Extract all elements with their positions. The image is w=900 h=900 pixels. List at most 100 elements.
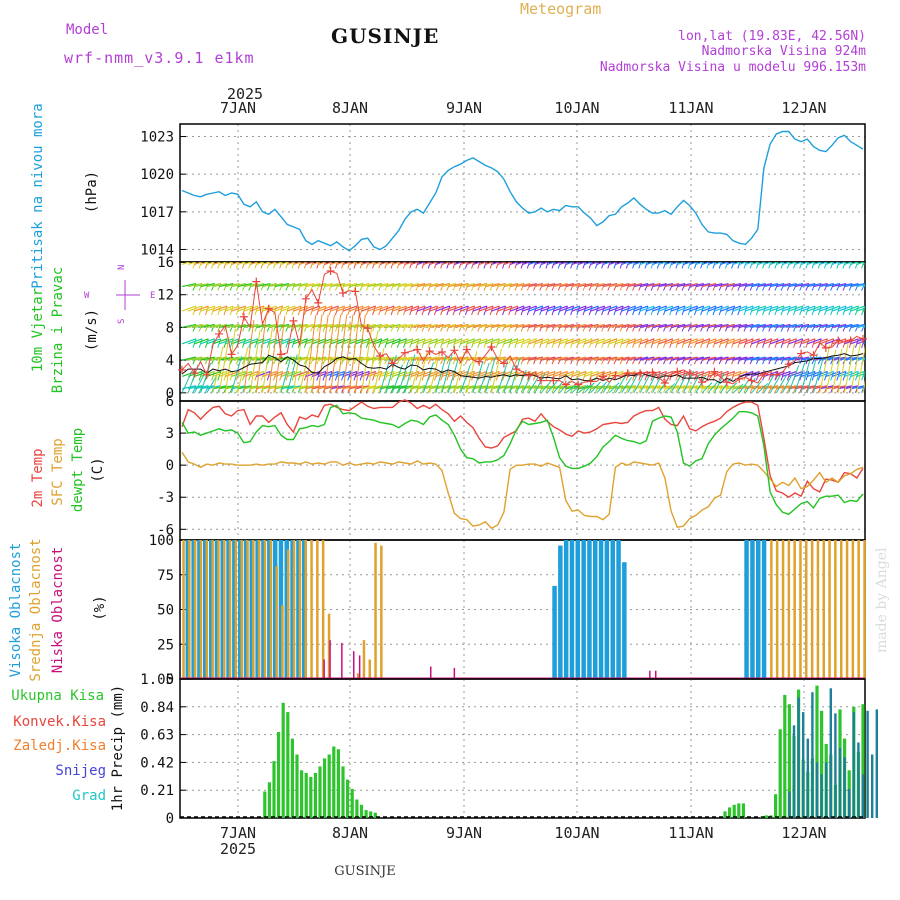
wind-barb xyxy=(769,305,785,312)
cloud-mid-bar xyxy=(775,540,779,679)
wind-surface-barb xyxy=(565,384,577,394)
day-label-bottom: 8JAN xyxy=(332,824,368,842)
station-title: GUSINJE xyxy=(331,24,439,48)
wind-barb xyxy=(547,356,562,361)
wind-barb xyxy=(274,282,289,288)
wind-barb xyxy=(194,323,209,328)
wind-barb xyxy=(181,356,197,361)
wind-barb xyxy=(571,370,587,378)
wind-speed-marker xyxy=(475,357,484,366)
wind-barb xyxy=(763,338,779,345)
wind-barb xyxy=(769,262,779,266)
cloud-title-mid: Srednja Oblacnost xyxy=(28,538,44,681)
wind-barb xyxy=(503,305,519,312)
wind-barb xyxy=(187,262,197,266)
precip-total-bar xyxy=(355,799,359,818)
wind-surface-barb xyxy=(720,377,732,394)
wind-barb xyxy=(454,282,469,288)
wind-surface-barb xyxy=(738,379,750,394)
wind-barb xyxy=(695,323,710,328)
wind-barb xyxy=(342,305,358,312)
wind-barb xyxy=(522,282,537,288)
wind-barb xyxy=(788,338,803,345)
wind-barb xyxy=(677,323,692,328)
wind-surface-barb xyxy=(850,342,862,393)
wind-barb xyxy=(509,305,525,312)
day-label-top: 7JAN xyxy=(220,99,256,117)
cloud-mid-bar xyxy=(851,540,855,679)
wind-barb xyxy=(621,305,636,312)
wind-barb xyxy=(670,356,686,361)
wind-surface-barb xyxy=(726,382,738,394)
wind-barb xyxy=(330,282,345,288)
wind-barb xyxy=(547,370,562,378)
wind-barb xyxy=(410,262,420,266)
wind-barb xyxy=(825,323,840,328)
wind-barb xyxy=(838,338,853,345)
wind-surface-barb xyxy=(466,351,478,393)
wind-surface-barb xyxy=(478,362,490,393)
wind-barb xyxy=(621,323,636,328)
wind-barb xyxy=(478,338,494,345)
day-labels: 7JAN 7JAN 8JAN 8JAN 9JAN 9JAN 10JAN 10JAN 11JAN 1… xyxy=(220,99,827,842)
legend-conv-rain: Konvek.Kisa xyxy=(13,714,106,730)
wind-surface-barb xyxy=(441,353,453,393)
wind-barb-flag xyxy=(868,339,871,348)
wind-barb xyxy=(714,323,729,328)
wind-barb xyxy=(212,338,228,345)
day-label-top: 8JAN xyxy=(332,99,368,117)
day-label-bottom: 7JAN xyxy=(220,824,256,842)
wind-speed-marker xyxy=(351,287,360,296)
wind-barb xyxy=(547,338,562,345)
wind-barb xyxy=(714,370,729,378)
wind-barb xyxy=(720,262,730,266)
y-tick-label: 0 xyxy=(166,672,174,688)
wind-speed-marker xyxy=(524,371,533,380)
cloud-mid-bar xyxy=(234,540,238,679)
wind-barb xyxy=(318,356,333,361)
wind-barb xyxy=(590,338,605,345)
wind-barb xyxy=(491,356,506,361)
wind-barb xyxy=(206,370,221,378)
wind-speed-marker xyxy=(698,378,707,387)
wind-barb xyxy=(571,262,581,266)
wind-barb xyxy=(776,323,791,328)
temp-title-dewpt: dewpt Temp xyxy=(70,428,86,512)
wind-barb xyxy=(243,323,259,328)
precip-total-bar xyxy=(346,779,350,818)
precip-snow-bar xyxy=(815,762,819,818)
wind-barb xyxy=(776,282,791,288)
cloud-high-bar xyxy=(302,540,307,679)
cloud-mid-bar xyxy=(287,549,290,679)
wind-surface-barb xyxy=(243,320,255,393)
wind-barb xyxy=(379,385,395,390)
wind-barb xyxy=(194,305,209,312)
wind-barb xyxy=(478,305,494,312)
wind-barb xyxy=(540,356,556,361)
wind-barb xyxy=(225,385,240,390)
cloud-unit: (%) xyxy=(92,595,108,620)
day-label-top: 10JAN xyxy=(554,99,599,117)
wind-barb xyxy=(565,370,581,378)
cloud-mid-bar xyxy=(240,540,243,679)
wind-title-1: 10m Vjetar xyxy=(30,288,46,372)
legend-hail: Grad xyxy=(72,788,106,804)
cloud-high-bar xyxy=(232,540,237,679)
wind-barb-flag xyxy=(874,324,877,331)
wind-surface-barb xyxy=(305,314,317,393)
wind-surface-barb xyxy=(342,314,354,393)
year-label-top: 2025 xyxy=(227,85,263,103)
wind-barb xyxy=(287,305,302,312)
wind-surface-barb xyxy=(769,375,781,394)
wind-speed-marker xyxy=(722,378,731,387)
cloud-mid-bar xyxy=(362,640,366,679)
wind-barb xyxy=(578,356,593,361)
wind-barb xyxy=(249,323,265,328)
wind-barb xyxy=(435,338,451,345)
cloud-high-bar xyxy=(575,540,580,679)
wind-barb xyxy=(602,262,612,266)
wind-barb xyxy=(553,305,568,312)
wind-barb xyxy=(516,356,531,361)
y-tick-label: 8 xyxy=(166,320,174,336)
cloud-low-bar xyxy=(358,655,361,679)
